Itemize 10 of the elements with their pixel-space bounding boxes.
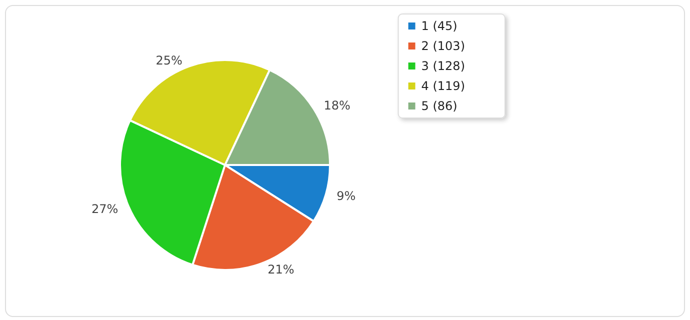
legend-label: 4 (119) [421, 79, 465, 93]
data-label: 21% [268, 262, 294, 276]
legend-label: 3 (128) [421, 59, 465, 73]
data-label: 25% [156, 54, 182, 68]
data-label: 18% [324, 98, 350, 113]
legend-label: 2 (103) [421, 39, 465, 53]
data-label: 27% [91, 202, 118, 216]
legend-label: 5 (86) [421, 99, 458, 113]
legend-label: 1 (45) [421, 19, 458, 33]
data-label: 9% [336, 188, 356, 203]
